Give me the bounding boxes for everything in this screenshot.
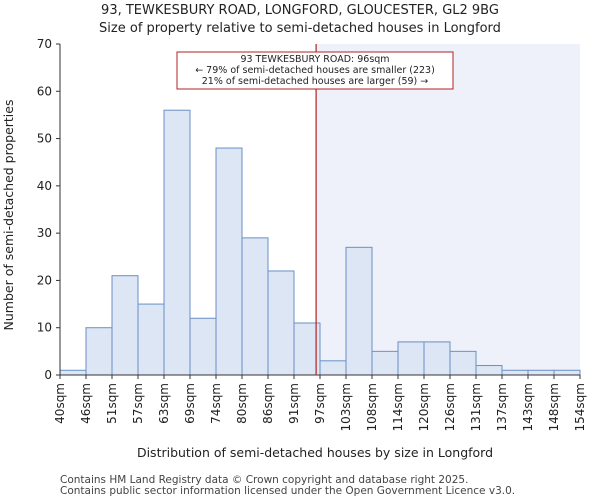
y-axis-ticks: 0 10 20 30 40 50 60 70 <box>37 37 60 382</box>
bar-57sqm <box>137 303 165 376</box>
x-tick-label: 126sqm <box>443 383 457 431</box>
x-tick-label: 46sqm <box>79 383 93 424</box>
x-tick-label: 148sqm <box>547 383 561 431</box>
bar-120sqm <box>423 341 451 376</box>
y-axis-label: Number of semi-detached properties <box>1 100 16 331</box>
x-tick-label: 57sqm <box>131 383 145 424</box>
x-tick-label: 97sqm <box>313 383 327 424</box>
y-tick-label: 60 <box>37 84 52 98</box>
bar-74sqm <box>215 147 243 376</box>
y-tick-label: 50 <box>37 132 52 146</box>
chart-subtitle: Size of property relative to semi-detach… <box>99 21 501 36</box>
chart-title: 93, TEWKESBURY ROAD, LONGFORD, GLOUCESTE… <box>101 3 499 18</box>
y-tick-label: 40 <box>37 179 52 193</box>
footer-line-1: Contains HM Land Registry data © Crown c… <box>60 474 469 486</box>
x-tick-label: 114sqm <box>391 383 405 431</box>
x-tick-label: 91sqm <box>287 383 301 424</box>
x-tick-label: 120sqm <box>417 383 431 431</box>
bar-63sqm <box>163 109 191 376</box>
bar-97sqm <box>319 360 347 376</box>
annotation-box: 93 TEWKESBURY ROAD: 96sqm ← 79% of semi-… <box>176 51 454 90</box>
bar-114sqm <box>397 341 425 376</box>
x-axis-ticks: 40sqm 46sqm 51sqm 57sqm 63sqm 69sqm 74sqm 80sqm… <box>53 375 587 431</box>
bar-80sqm <box>241 237 269 376</box>
x-tick-label: 108sqm <box>365 383 379 431</box>
x-tick-label: 63sqm <box>157 383 171 424</box>
bar-40sqm <box>59 369 87 376</box>
footer-line-2: Contains public sector information licen… <box>60 485 516 497</box>
bar-143sqm <box>527 369 555 376</box>
bar-69sqm <box>189 317 217 376</box>
y-tick-label: 70 <box>37 37 52 51</box>
x-tick-label: 40sqm <box>53 383 67 424</box>
x-tick-label: 137sqm <box>495 383 509 431</box>
x-tick-label: 74sqm <box>209 383 223 424</box>
y-tick-label: 20 <box>37 273 52 287</box>
bar-51sqm <box>111 275 139 376</box>
bar-131sqm <box>475 365 503 376</box>
bar-137sqm <box>501 369 529 376</box>
x-tick-label: 69sqm <box>183 383 197 424</box>
bar-108sqm <box>371 350 399 376</box>
bar-86sqm <box>267 270 295 376</box>
bar-148sqm <box>553 369 581 376</box>
y-tick-label: 0 <box>44 368 52 382</box>
annotation-line-3: 21% of semi-detached houses are larger (… <box>202 76 429 87</box>
x-tick-label: 80sqm <box>235 383 249 424</box>
x-tick-label: 103sqm <box>339 383 353 431</box>
x-tick-label: 86sqm <box>261 383 275 424</box>
y-tick-label: 30 <box>37 226 52 240</box>
x-tick-label: 131sqm <box>469 383 483 431</box>
x-tick-label: 154sqm <box>573 383 587 431</box>
bar-103sqm <box>345 246 373 376</box>
bars-group <box>59 109 581 376</box>
y-tick-label: 10 <box>37 321 52 335</box>
x-axis-label: Distribution of semi-detached houses by … <box>137 445 493 460</box>
x-tick-label: 51sqm <box>105 383 119 424</box>
bar-126sqm <box>449 350 477 376</box>
x-tick-label: 143sqm <box>521 383 535 431</box>
bar-46sqm <box>85 327 113 376</box>
annotation-line-1: 93 TEWKESBURY ROAD: 96sqm <box>240 54 389 65</box>
annotation-line-2: ← 79% of semi-detached houses are smalle… <box>195 65 435 76</box>
